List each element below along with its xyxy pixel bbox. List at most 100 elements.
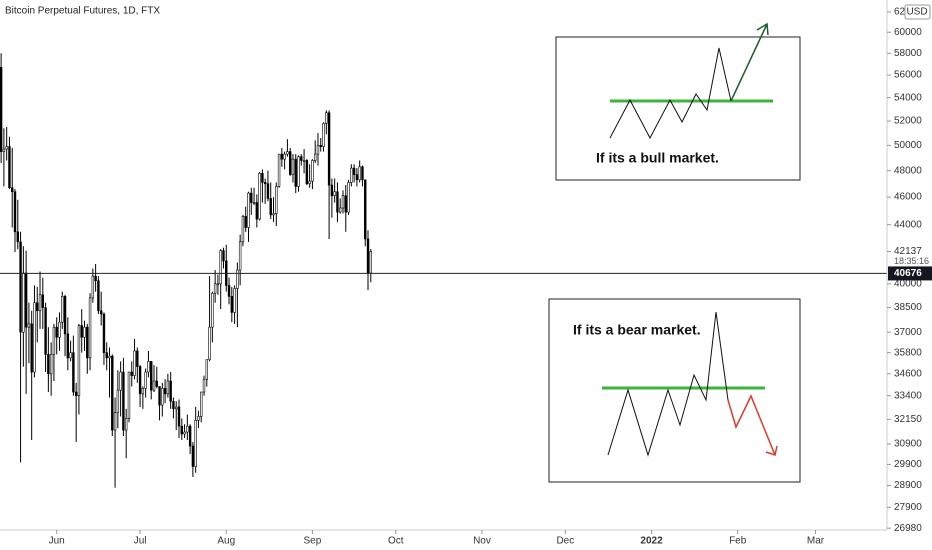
- candle-body: [194, 420, 197, 467]
- candle-body: [161, 388, 164, 406]
- candle-body: [155, 380, 158, 387]
- candle-body: [52, 326, 56, 355]
- candle-body: [55, 326, 58, 338]
- candle-body: [0, 67, 3, 152]
- candle-body: [272, 213, 275, 216]
- candle-body: [344, 195, 347, 213]
- candle-body: [47, 354, 50, 375]
- candle-body: [91, 275, 95, 299]
- candle-body: [366, 238, 370, 274]
- candle-body: [197, 416, 200, 421]
- candle-body: [141, 388, 145, 395]
- candle-body: [238, 241, 242, 271]
- candle-body: [116, 389, 120, 413]
- candle-body: [227, 285, 231, 297]
- candle-body: [158, 386, 161, 406]
- y-tick-label: 46000: [894, 192, 922, 203]
- candle-body: [136, 350, 139, 367]
- candle-body: [150, 361, 153, 391]
- candle-body: [119, 371, 122, 391]
- candle-body: [127, 371, 131, 419]
- candle-body: [308, 180, 311, 185]
- candle-body: [250, 192, 253, 203]
- bear-arrow-head: [765, 445, 778, 456]
- y-tick-label: 38500: [894, 302, 922, 313]
- candle-body: [38, 294, 42, 312]
- candle-body: [336, 191, 339, 213]
- candle-body: [364, 179, 367, 240]
- y-tick-label: 32150: [894, 414, 922, 425]
- candle-body: [202, 378, 206, 393]
- candle-body: [302, 160, 306, 162]
- candle-body: [252, 202, 256, 204]
- y-tick-label: 58000: [894, 48, 922, 59]
- candle-body: [16, 231, 19, 243]
- y-tick-label: 60000: [894, 27, 922, 38]
- candle-body: [63, 296, 67, 335]
- candle-body: [341, 195, 345, 209]
- candle-body: [319, 145, 322, 147]
- currency-box: [904, 4, 931, 20]
- candle-body: [49, 354, 53, 375]
- candle-body: [275, 186, 278, 214]
- candle-body: [222, 250, 225, 262]
- candle-body: [188, 425, 192, 447]
- y-tick-label: 37000: [894, 327, 922, 338]
- chart-title: Bitcoin Perpetual Futures, 1D, FTX: [5, 6, 160, 17]
- candle-body: [200, 391, 203, 417]
- y-tick-label: 44000: [894, 219, 922, 230]
- y-tick-label: 56000: [894, 70, 922, 81]
- candle-body: [163, 388, 167, 395]
- candle-body: [138, 366, 142, 395]
- price-line-label: 40676: [894, 268, 922, 279]
- candle-body: [44, 307, 47, 355]
- candle-body: [233, 288, 236, 313]
- x-tick-label: Jul: [134, 536, 147, 547]
- bear-drawing: If its a bear market.: [548, 298, 801, 483]
- candle-body: [144, 371, 147, 389]
- candle-body: [316, 145, 320, 155]
- bull-text: If its a bull market.: [596, 150, 719, 166]
- plot: [0, 53, 887, 488]
- candle-body: [255, 202, 259, 220]
- candle-body: [258, 172, 261, 220]
- candle-body: [269, 198, 272, 216]
- x-tick-label: Dec: [556, 536, 574, 547]
- y-tick-label: 54000: [894, 92, 922, 103]
- x-tick-label: Aug: [217, 536, 235, 547]
- candle-body: [8, 146, 11, 189]
- y-axis: 6200060000580005600054000520005000048000…: [49, 4, 932, 547]
- candle-body: [205, 359, 208, 380]
- candle-body: [327, 112, 331, 186]
- candle-body: [325, 112, 328, 124]
- candle-body: [352, 167, 356, 175]
- candle-body: [266, 183, 270, 199]
- candle-body: [105, 352, 108, 359]
- candle-body: [230, 296, 234, 313]
- candle-body: [216, 283, 220, 286]
- candle-body: [177, 406, 181, 427]
- candle-body: [180, 425, 183, 435]
- candle-body: [30, 323, 33, 373]
- candle-body: [355, 174, 359, 181]
- candle-body: [280, 153, 284, 160]
- y-tick-label: 50000: [894, 140, 922, 151]
- candle-body: [241, 215, 245, 243]
- candle-body: [152, 380, 156, 391]
- candle-body: [58, 321, 61, 338]
- candle-body: [247, 192, 250, 228]
- bull-arrow-head: [756, 22, 769, 36]
- bull-zigzag: [609, 47, 732, 140]
- candle-body: [99, 310, 103, 315]
- y-tick-label: 30900: [894, 439, 922, 450]
- y-tick-label: 28900: [894, 480, 922, 491]
- candle-body: [97, 280, 100, 312]
- y-tick-label: 35800: [894, 347, 922, 358]
- y-tick-label: 40000: [894, 278, 922, 289]
- candle-body: [283, 153, 286, 160]
- candle-body: [19, 241, 22, 333]
- candle-body: [2, 148, 6, 152]
- candle-body: [297, 156, 300, 187]
